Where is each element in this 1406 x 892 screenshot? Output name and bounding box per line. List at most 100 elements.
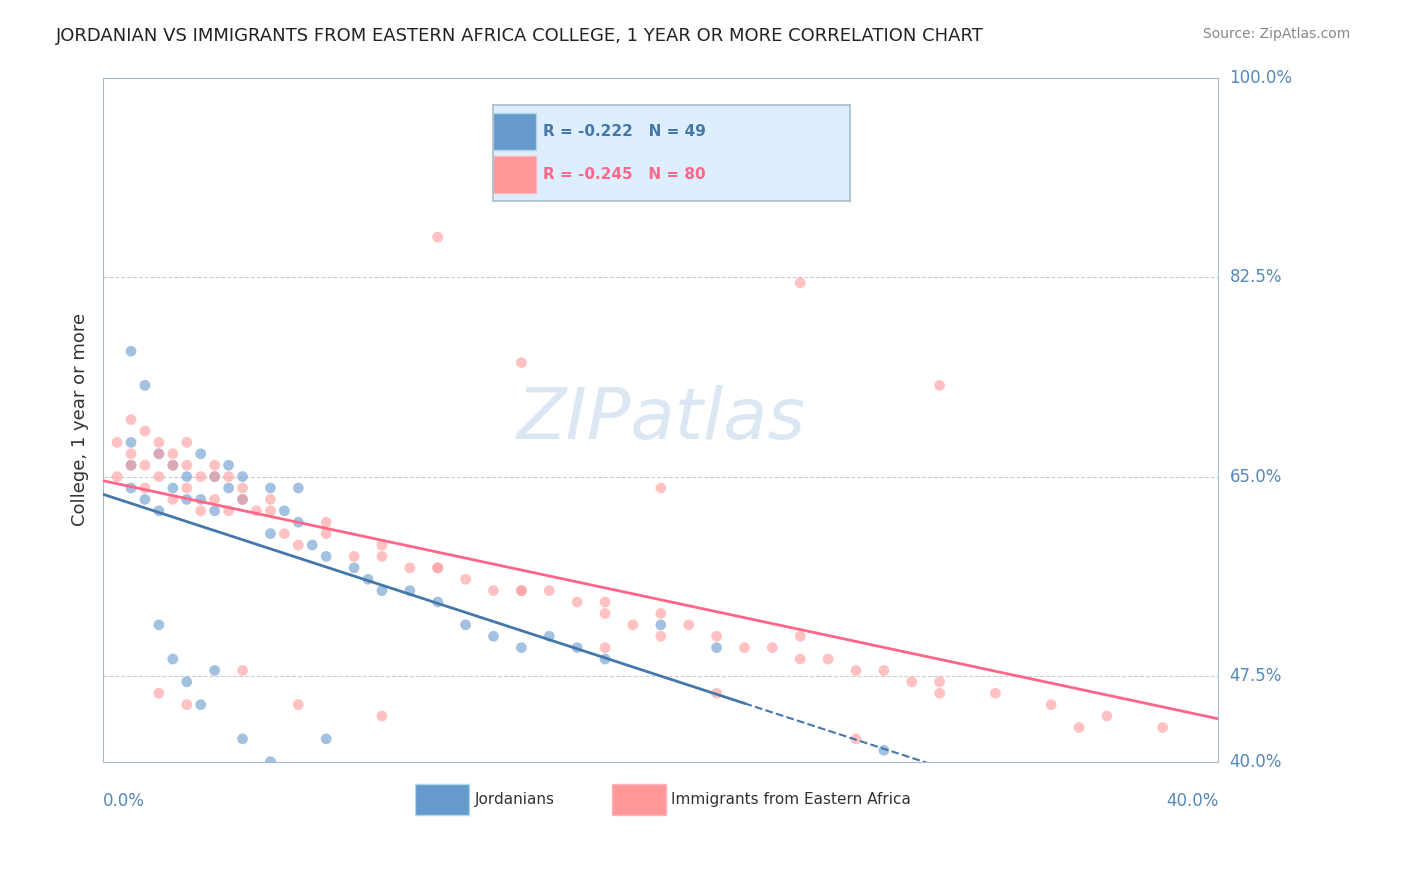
- Point: [593, 652, 616, 666]
- Point: [162, 492, 184, 507]
- Point: [259, 504, 281, 518]
- Point: [148, 617, 170, 632]
- Point: [357, 572, 380, 586]
- Point: [593, 640, 616, 655]
- Point: [134, 378, 156, 392]
- Point: [873, 664, 896, 678]
- Point: [259, 526, 281, 541]
- Point: [1067, 721, 1090, 735]
- Point: [650, 481, 672, 495]
- Point: [273, 504, 295, 518]
- Point: [287, 515, 309, 529]
- Point: [426, 561, 449, 575]
- Point: [984, 686, 1007, 700]
- Point: [204, 469, 226, 483]
- Point: [232, 492, 254, 507]
- Point: [315, 515, 337, 529]
- Point: [482, 583, 505, 598]
- Point: [190, 504, 212, 518]
- Point: [148, 504, 170, 518]
- Point: [176, 481, 198, 495]
- Y-axis label: College, 1 year or more: College, 1 year or more: [72, 313, 89, 526]
- Point: [371, 709, 394, 723]
- Point: [148, 447, 170, 461]
- Point: [259, 492, 281, 507]
- Point: [259, 481, 281, 495]
- Text: 65.0%: 65.0%: [1230, 467, 1282, 485]
- Point: [120, 344, 142, 359]
- Point: [928, 686, 950, 700]
- Point: [398, 583, 420, 598]
- Point: [176, 674, 198, 689]
- Point: [1152, 721, 1174, 735]
- Point: [134, 458, 156, 473]
- Point: [105, 469, 128, 483]
- Point: [538, 629, 561, 643]
- Point: [650, 617, 672, 632]
- Point: [900, 674, 922, 689]
- Point: [371, 583, 394, 598]
- Text: JORDANIAN VS IMMIGRANTS FROM EASTERN AFRICA COLLEGE, 1 YEAR OR MORE CORRELATION : JORDANIAN VS IMMIGRANTS FROM EASTERN AFR…: [56, 27, 984, 45]
- Point: [162, 652, 184, 666]
- Point: [162, 458, 184, 473]
- Point: [706, 640, 728, 655]
- Point: [454, 617, 477, 632]
- Text: ZIPatlas: ZIPatlas: [516, 385, 806, 454]
- Point: [733, 640, 755, 655]
- Point: [789, 629, 811, 643]
- Point: [482, 629, 505, 643]
- Point: [789, 652, 811, 666]
- Point: [190, 447, 212, 461]
- Point: [232, 664, 254, 678]
- Point: [232, 731, 254, 746]
- Point: [426, 595, 449, 609]
- Point: [538, 583, 561, 598]
- Point: [120, 435, 142, 450]
- Point: [761, 640, 783, 655]
- Text: 100.0%: 100.0%: [1230, 69, 1292, 87]
- Text: 47.5%: 47.5%: [1230, 667, 1282, 685]
- Point: [817, 652, 839, 666]
- Point: [593, 607, 616, 621]
- Point: [706, 686, 728, 700]
- Point: [120, 458, 142, 473]
- Point: [398, 561, 420, 575]
- Point: [510, 355, 533, 369]
- Point: [273, 526, 295, 541]
- Point: [315, 731, 337, 746]
- Point: [134, 424, 156, 438]
- Point: [621, 617, 644, 632]
- Point: [371, 549, 394, 564]
- Point: [218, 469, 240, 483]
- Point: [190, 469, 212, 483]
- Point: [105, 435, 128, 450]
- Point: [371, 538, 394, 552]
- Text: 40.0%: 40.0%: [1166, 792, 1219, 810]
- Point: [245, 504, 267, 518]
- Point: [162, 447, 184, 461]
- Text: 40.0%: 40.0%: [1230, 753, 1282, 771]
- Point: [845, 731, 868, 746]
- Point: [678, 617, 700, 632]
- Text: 0.0%: 0.0%: [103, 792, 145, 810]
- Point: [1040, 698, 1063, 712]
- Point: [454, 572, 477, 586]
- Point: [148, 469, 170, 483]
- Point: [845, 664, 868, 678]
- Point: [873, 743, 896, 757]
- Text: Source: ZipAtlas.com: Source: ZipAtlas.com: [1202, 27, 1350, 41]
- Point: [218, 481, 240, 495]
- Point: [1095, 709, 1118, 723]
- Point: [315, 549, 337, 564]
- Point: [510, 583, 533, 598]
- Point: [176, 492, 198, 507]
- Point: [204, 492, 226, 507]
- Text: 82.5%: 82.5%: [1230, 268, 1282, 286]
- Point: [120, 458, 142, 473]
- Point: [789, 276, 811, 290]
- Point: [650, 607, 672, 621]
- Point: [510, 640, 533, 655]
- Point: [120, 412, 142, 426]
- Point: [162, 458, 184, 473]
- Point: [593, 595, 616, 609]
